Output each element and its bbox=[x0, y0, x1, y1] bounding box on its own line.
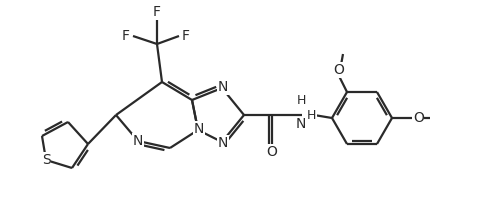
Text: F: F bbox=[182, 29, 190, 43]
Text: N: N bbox=[218, 136, 228, 150]
Text: N: N bbox=[218, 80, 228, 94]
Text: O: O bbox=[334, 63, 344, 77]
Text: N: N bbox=[194, 122, 204, 136]
Text: N: N bbox=[296, 117, 306, 131]
Text: F: F bbox=[153, 5, 161, 19]
Text: N: N bbox=[133, 134, 143, 148]
Text: O: O bbox=[267, 145, 277, 159]
Text: H: H bbox=[307, 109, 316, 122]
Text: F: F bbox=[122, 29, 130, 43]
Text: H: H bbox=[296, 94, 306, 107]
Text: O: O bbox=[413, 111, 424, 125]
Text: S: S bbox=[42, 153, 50, 167]
